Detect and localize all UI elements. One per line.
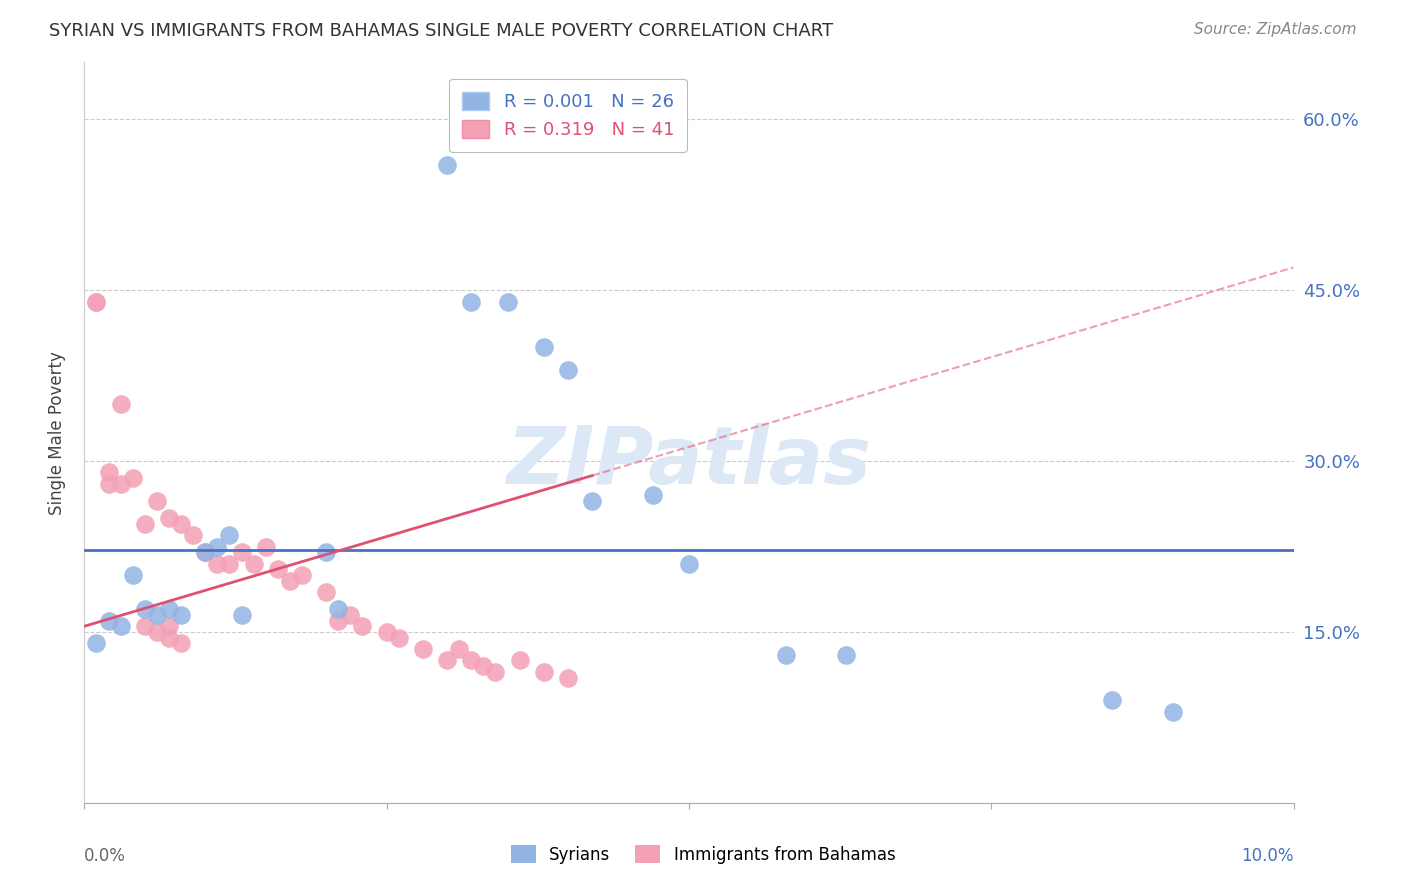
Text: 0.0%: 0.0% — [84, 847, 127, 865]
Point — [121, 568, 143, 582]
Point — [207, 557, 229, 571]
Text: SYRIAN VS IMMIGRANTS FROM BAHAMAS SINGLE MALE POVERTY CORRELATION CHART: SYRIAN VS IMMIGRANTS FROM BAHAMAS SINGLE… — [49, 22, 834, 40]
Point — [328, 614, 350, 628]
Point — [157, 631, 180, 645]
Point — [412, 642, 434, 657]
Point — [194, 545, 217, 559]
Point — [484, 665, 506, 679]
Point — [97, 476, 120, 491]
Point — [86, 294, 108, 309]
Point — [97, 614, 120, 628]
Point — [557, 671, 579, 685]
Point — [267, 562, 290, 576]
Point — [242, 557, 264, 571]
Point — [678, 557, 700, 571]
Point — [388, 631, 411, 645]
Point — [134, 619, 156, 633]
Y-axis label: Single Male Poverty: Single Male Poverty — [48, 351, 66, 515]
Point — [278, 574, 301, 588]
Point — [231, 545, 253, 559]
Legend: R = 0.001   N = 26, R = 0.319   N = 41: R = 0.001 N = 26, R = 0.319 N = 41 — [450, 78, 686, 152]
Point — [339, 607, 361, 622]
Point — [315, 585, 337, 599]
Text: 10.0%: 10.0% — [1241, 847, 1294, 865]
Point — [1101, 693, 1123, 707]
Point — [218, 557, 240, 571]
Point — [352, 619, 374, 633]
Point — [533, 340, 555, 354]
Point — [218, 528, 240, 542]
Point — [86, 294, 108, 309]
Point — [775, 648, 797, 662]
Point — [207, 540, 229, 554]
Point — [436, 158, 458, 172]
Point — [157, 511, 180, 525]
Point — [581, 494, 603, 508]
Point — [509, 653, 531, 667]
Point — [291, 568, 314, 582]
Point — [472, 659, 495, 673]
Point — [170, 516, 193, 531]
Point — [97, 466, 120, 480]
Point — [170, 607, 193, 622]
Point — [460, 294, 482, 309]
Point — [146, 494, 169, 508]
Point — [110, 476, 132, 491]
Point — [641, 488, 664, 502]
Text: ZIPatlas: ZIPatlas — [506, 423, 872, 501]
Point — [110, 397, 132, 411]
Point — [460, 653, 482, 667]
Point — [496, 294, 519, 309]
Point — [375, 624, 398, 639]
Point — [835, 648, 858, 662]
Point — [315, 545, 337, 559]
Point — [181, 528, 204, 542]
Point — [121, 471, 143, 485]
Point — [449, 642, 471, 657]
Legend: Syrians, Immigrants from Bahamas: Syrians, Immigrants from Bahamas — [503, 838, 903, 871]
Point — [110, 619, 132, 633]
Point — [533, 665, 555, 679]
Point — [86, 636, 108, 650]
Point — [231, 607, 253, 622]
Point — [134, 602, 156, 616]
Point — [157, 602, 180, 616]
Point — [436, 653, 458, 667]
Point — [170, 636, 193, 650]
Point — [134, 516, 156, 531]
Point — [254, 540, 277, 554]
Point — [328, 602, 350, 616]
Point — [157, 619, 180, 633]
Point — [557, 363, 579, 377]
Point — [1161, 705, 1184, 719]
Point — [194, 545, 217, 559]
Text: Source: ZipAtlas.com: Source: ZipAtlas.com — [1194, 22, 1357, 37]
Point — [146, 607, 169, 622]
Point — [146, 624, 169, 639]
